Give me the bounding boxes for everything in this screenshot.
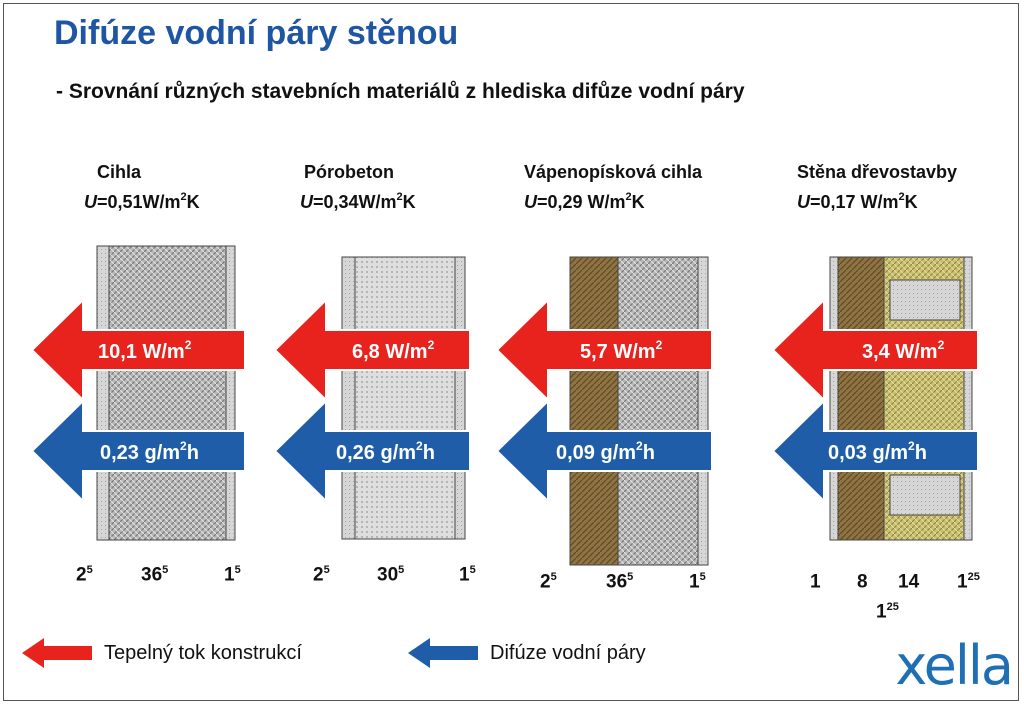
heat-arrow-drevostavba: 3,4 W/m2	[771, 297, 979, 403]
dim-porobeton-2: 305	[377, 564, 405, 586]
dim-cihla-1: 25	[76, 564, 93, 586]
material-name-drevostavba: Stěna dřevostavby	[797, 162, 958, 182]
heat-arrow-porobeton: 6,8 W/m2	[273, 297, 471, 403]
subtitle: - Srovnání různých stavebních materiálů …	[56, 80, 745, 103]
material-name-vapenopiskova: Vápenopísková cihla	[524, 162, 703, 182]
dim-drevostavba-1: 1	[810, 571, 821, 593]
wall-cihla	[96, 245, 236, 541]
heat-value-drevostavba: 3,4 W/m2	[862, 338, 945, 363]
material-name-porobeton: Pórobeton	[304, 162, 394, 182]
dim-porobeton-1: 25	[313, 564, 330, 586]
vapor-arrow-porobeton: 0,26 g/m2h	[273, 398, 471, 504]
u-value-cihla: U=0,51W/m2K	[84, 191, 200, 212]
vapor-value-cihla: 0,23 g/m2h	[100, 439, 199, 464]
vapor-arrow-drevostavba: 0,03 g/m2h	[771, 398, 979, 504]
wall-porobeton	[341, 256, 466, 540]
legend-heat-label: Tepelný tok konstrukcí	[104, 642, 302, 664]
u-value-drevostavba: U=0,17 W/m2K	[797, 191, 918, 212]
wall-vapenopiskova	[569, 256, 709, 566]
wall-drevostavba	[829, 256, 973, 541]
vapor-arrow-vapenopiskova: 0,09 g/m2h	[495, 398, 713, 504]
vapor-value-vapenopiskova: 0,09 g/m2h	[556, 439, 655, 464]
heat-value-vapenopiskova: 5,7 W/m2	[580, 338, 663, 363]
dim-drevostavba-5: 125	[876, 601, 899, 623]
dim-cihla-3: 15	[224, 564, 241, 586]
page-title: Difúze vodní páry stěnou	[54, 14, 459, 52]
heat-arrow-vapenopiskova: 5,7 W/m2	[495, 297, 713, 403]
dim-drevostavba-2: 8	[857, 571, 868, 593]
heat-value-cihla: 10,1 W/m2	[98, 338, 192, 363]
u-value-vapenopiskova: U=0,29 W/m2K	[524, 191, 645, 212]
dim-drevostavba-4: 125	[957, 571, 980, 593]
image-frame	[3, 3, 1019, 701]
legend-heat-arrow	[22, 638, 92, 668]
heat-arrow-cihla: 10,1 W/m2	[30, 297, 246, 403]
dim-vapenopiskova-1: 25	[540, 571, 557, 593]
u-value-porobeton: U=0,34W/m2K	[300, 191, 416, 212]
legend-vapor-arrow	[408, 638, 478, 668]
heat-value-porobeton: 6,8 W/m2	[352, 338, 435, 363]
xella-logo: xella	[895, 634, 1014, 697]
legend-vapor-label: Difúze vodní páry	[490, 642, 646, 664]
vapor-value-porobeton: 0,26 g/m2h	[336, 439, 435, 464]
material-name-cihla: Cihla	[97, 162, 142, 182]
dim-porobeton-3: 15	[459, 564, 476, 586]
dim-cihla-2: 365	[141, 564, 169, 586]
dim-vapenopiskova-2: 365	[606, 571, 634, 593]
vapor-arrow-cihla: 0,23 g/m2h	[30, 398, 246, 504]
dim-vapenopiskova-3: 15	[689, 571, 706, 593]
dim-drevostavba-3: 14	[898, 571, 920, 593]
vapor-value-drevostavba: 0,03 g/m2h	[828, 439, 927, 464]
